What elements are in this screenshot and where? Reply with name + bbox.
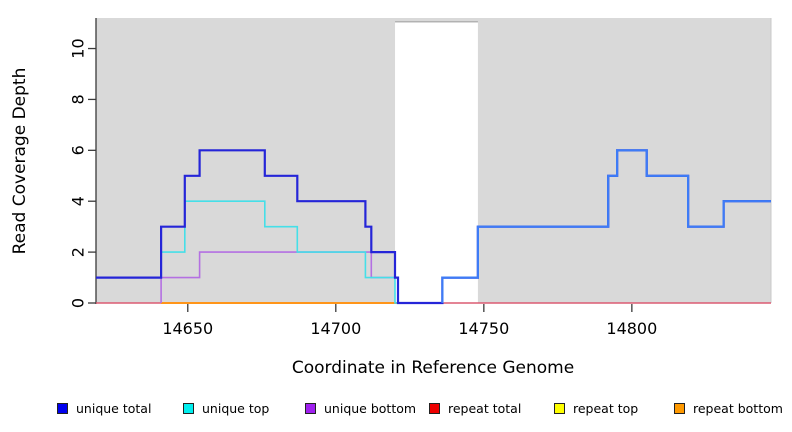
legend-swatch-icon — [183, 402, 194, 414]
y-tick-label: 8 — [69, 94, 88, 104]
x-tick-label: 14700 — [310, 319, 361, 338]
legend-label: unique bottom — [324, 400, 417, 416]
legend-item-repeat-top: repeat top — [554, 398, 638, 418]
legend-swatch-icon — [305, 402, 316, 414]
y-tick-label: 4 — [69, 196, 88, 206]
x-tick-label: 14650 — [162, 319, 213, 338]
legend-swatch-icon — [554, 402, 565, 414]
x-axis-title: Coordinate in Reference Genome — [291, 358, 575, 378]
legend-swatch-icon — [57, 402, 68, 414]
legend-item-unique-bottom: unique bottom — [305, 398, 416, 418]
y-axis-title: Read Coverage Depth — [10, 67, 30, 255]
x-tick-label: 14800 — [606, 319, 657, 338]
y-tick-label: 0 — [69, 298, 88, 308]
legend-swatch-icon — [674, 402, 685, 414]
legend-label: repeat total — [448, 400, 522, 416]
x-tick-label: 14750 — [458, 319, 509, 338]
series-unique-total-top-overlap — [441, 149, 771, 303]
legend-swatch-icon — [429, 402, 440, 414]
legend-label: unique top — [202, 400, 270, 416]
legend-item-repeat-total: repeat total — [429, 398, 521, 418]
legend-label: unique total — [76, 400, 152, 416]
legend-label: repeat bottom — [693, 400, 783, 416]
y-tick-label: 10 — [69, 38, 88, 58]
y-tick-label: 2 — [69, 247, 88, 257]
legend-item-unique-top: unique top — [183, 398, 269, 418]
legend-label: repeat top — [573, 400, 639, 416]
uncovered-gap — [395, 21, 478, 304]
legend-item-unique-total: unique total — [57, 398, 151, 418]
y-tick-label: 6 — [69, 145, 88, 155]
legend: unique total unique top unique bottom repea… — [0, 398, 792, 420]
legend-item-repeat-bottom: repeat bottom — [674, 398, 783, 418]
